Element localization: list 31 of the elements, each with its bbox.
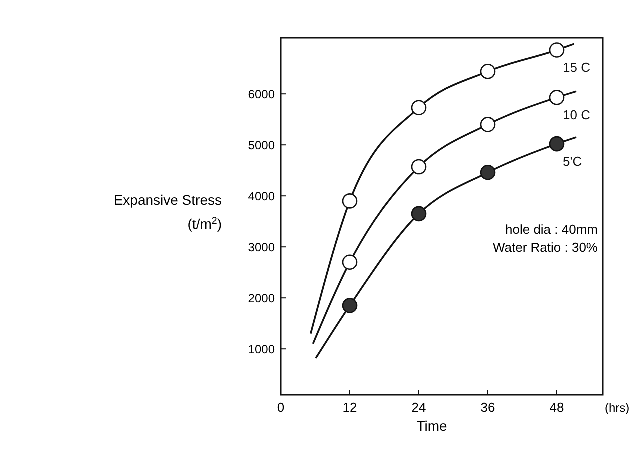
annotation: Water Ratio : 30%	[492, 240, 598, 255]
point	[549, 42, 565, 58]
y-tick-label: 2000	[248, 291, 276, 306]
x-tick-label: 24	[412, 400, 426, 415]
point	[480, 164, 496, 180]
x-tick-label: 48	[550, 400, 564, 415]
x-tick-label: 12	[342, 400, 358, 415]
point	[342, 254, 358, 270]
y-tick-label: 6000	[248, 87, 276, 102]
y-tick-label: 4000	[248, 189, 276, 204]
series-label: 5'C	[563, 154, 582, 170]
y-tick-label: 3000	[248, 240, 276, 254]
point	[342, 298, 358, 314]
point	[411, 159, 427, 175]
y-axis-title: Expansive Stress (t/m$^{2}$)	[114, 192, 222, 232]
annotation: hole dia : 40mm	[506, 222, 598, 237]
series-label: 15 C	[563, 60, 590, 76]
point	[411, 206, 427, 222]
x-tick-label: 36	[480, 400, 496, 415]
point	[480, 117, 496, 132]
series-label: 10 C	[563, 108, 590, 123]
point	[411, 100, 427, 116]
x-tick-label: 0	[277, 400, 285, 415]
x-axis-title: Time	[416, 418, 448, 434]
y-tick-label: 5000	[248, 138, 276, 152]
text: (hrs)	[605, 401, 630, 415]
y-tick-label: 1000	[248, 342, 276, 356]
point	[549, 90, 565, 106]
point	[480, 64, 496, 80]
point	[342, 194, 358, 209]
point	[549, 136, 565, 152]
